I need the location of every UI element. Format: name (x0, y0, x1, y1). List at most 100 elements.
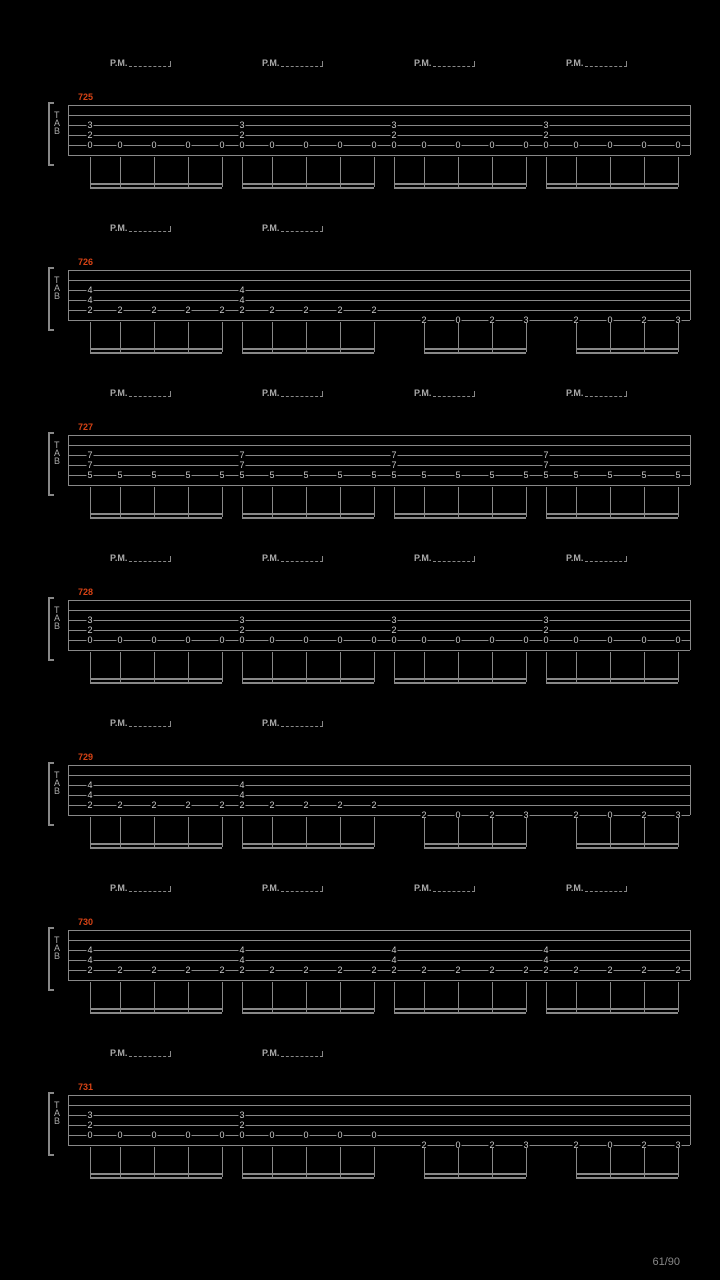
pm-label: P.M. (566, 388, 583, 398)
fret-number: 0 (184, 140, 191, 150)
measure-number: 731 (78, 1082, 93, 1092)
pm-extent-line (281, 226, 323, 232)
fret-number: 0 (184, 635, 191, 645)
fret-number: 5 (390, 470, 397, 480)
pm-extent-line (585, 61, 627, 67)
palm-mute-marking: P.M. (566, 58, 627, 68)
palm-mute-marking: P.M. (110, 223, 171, 233)
fret-number: 0 (454, 635, 461, 645)
staff-line (68, 640, 690, 641)
beam (576, 1173, 678, 1175)
pm-extent-line (129, 61, 171, 67)
pm-label: P.M. (262, 223, 279, 233)
fret-number: 4 (86, 955, 93, 965)
beam (242, 348, 374, 350)
beam (546, 513, 678, 515)
palm-mute-marking: P.M. (414, 883, 475, 893)
tab-clef-label: TAB (54, 276, 59, 300)
fret-number: 2 (542, 130, 549, 140)
beam (90, 187, 222, 189)
beam (242, 682, 374, 684)
note-stem (678, 1147, 679, 1177)
fret-number: 0 (268, 140, 275, 150)
palm-mute-marking: P.M. (566, 883, 627, 893)
beam (90, 183, 222, 185)
beam (90, 678, 222, 680)
staff-line (68, 1105, 690, 1106)
staff-line (68, 930, 690, 931)
note-stem (678, 157, 679, 187)
pm-label: P.M. (414, 883, 431, 893)
palm-mute-marking: P.M. (110, 718, 171, 728)
fret-number: 2 (640, 965, 647, 975)
beam (424, 1173, 526, 1175)
fret-number: 0 (268, 635, 275, 645)
fret-number: 4 (86, 780, 93, 790)
beam (576, 843, 678, 845)
barline (690, 930, 691, 980)
barline (690, 600, 691, 650)
staff-line (68, 620, 690, 621)
note-stem (222, 487, 223, 517)
tab-clef-label: TAB (54, 1101, 59, 1125)
measure-number: 730 (78, 917, 93, 927)
staff-line (68, 290, 690, 291)
palm-mute-marking: P.M. (262, 223, 323, 233)
fret-number: 5 (640, 470, 647, 480)
staff-line (68, 145, 690, 146)
fret-number: 4 (390, 945, 397, 955)
fret-number: 2 (268, 800, 275, 810)
staff-line (68, 980, 690, 981)
pm-extent-line (281, 1051, 323, 1057)
fret-number: 0 (606, 140, 613, 150)
barline (68, 105, 69, 155)
fret-number: 0 (150, 635, 157, 645)
fret-number: 0 (86, 1130, 93, 1140)
note-stem (526, 157, 527, 187)
staff-line (68, 795, 690, 796)
staff-line (68, 815, 690, 816)
beam (546, 517, 678, 519)
beam (242, 352, 374, 354)
fret-number: 0 (238, 140, 245, 150)
staff-line (68, 1125, 690, 1126)
barline (690, 105, 691, 155)
fret-number: 0 (150, 140, 157, 150)
note-stem (526, 487, 527, 517)
fret-number: 2 (370, 965, 377, 975)
pm-label: P.M. (110, 58, 127, 68)
fret-number: 7 (390, 460, 397, 470)
tab-system: 726TAB4422222442222220232023P.M.P.M. (50, 215, 690, 380)
tab-clef-label: TAB (54, 441, 59, 465)
beam (394, 682, 526, 684)
pm-label: P.M. (110, 223, 127, 233)
fret-number: 7 (542, 460, 549, 470)
fret-number: 0 (86, 635, 93, 645)
fret-number: 2 (336, 305, 343, 315)
staff-line (68, 280, 690, 281)
fret-number: 4 (542, 955, 549, 965)
staff-line (68, 970, 690, 971)
staff-line (68, 155, 690, 156)
staff-line (68, 270, 690, 271)
staff-line (68, 1115, 690, 1116)
staff-line (68, 630, 690, 631)
pm-extent-line (129, 556, 171, 562)
measure-number: 727 (78, 422, 93, 432)
fret-number: 2 (86, 625, 93, 635)
measure-number: 728 (78, 587, 93, 597)
pm-extent-line (129, 226, 171, 232)
palm-mute-marking: P.M. (414, 388, 475, 398)
palm-mute-marking: P.M. (414, 553, 475, 563)
fret-number: 4 (238, 945, 245, 955)
note-stem (374, 487, 375, 517)
staff-line (68, 1095, 690, 1096)
beam (394, 513, 526, 515)
pm-extent-line (585, 391, 627, 397)
barline (690, 765, 691, 815)
fret-number: 0 (218, 140, 225, 150)
beam (242, 1008, 374, 1010)
beam (242, 183, 374, 185)
pm-extent-line (129, 1051, 171, 1057)
fret-number: 2 (370, 305, 377, 315)
